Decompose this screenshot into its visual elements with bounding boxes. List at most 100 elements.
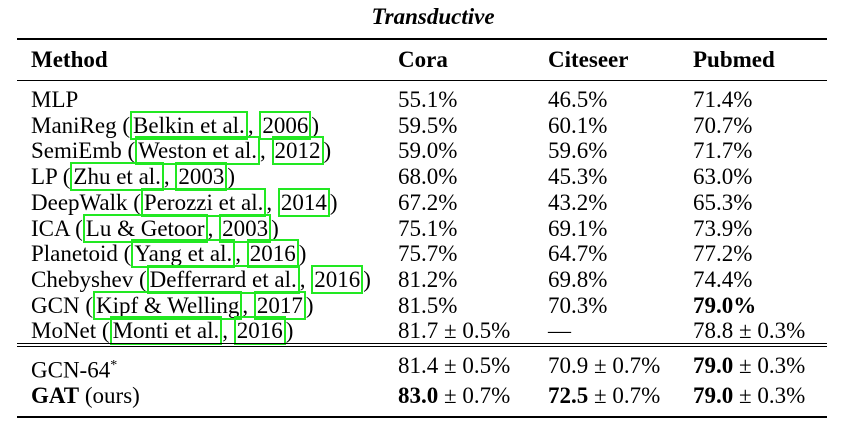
citeseer-value: 59.6% bbox=[548, 138, 608, 164]
pubmed-cell: 65.3% bbox=[693, 187, 752, 219]
table-caption: Transductive bbox=[371, 4, 495, 29]
cora-value: 81.2% bbox=[398, 266, 458, 292]
citeseer-cell: 46.5% bbox=[548, 84, 607, 116]
cora-std: 0.7% bbox=[462, 383, 511, 408]
citation-authors-link[interactable]: Belkin et al. bbox=[130, 110, 248, 140]
citeseer-cell: 60.1% bbox=[548, 110, 607, 142]
cora-cell: 59.0% bbox=[398, 135, 457, 167]
citeseer-cell: 69.1% bbox=[548, 213, 607, 245]
citeseer-cell: — bbox=[548, 315, 571, 347]
method-cell: Chebyshev (Defferrard et al., 2016) bbox=[31, 264, 371, 294]
citation-year-link[interactable]: 2003 bbox=[175, 162, 228, 192]
pubmed-value: 78.8 bbox=[693, 318, 734, 344]
cora-cell: 67.2% bbox=[398, 187, 457, 219]
cora-value: 83.0 bbox=[398, 383, 439, 408]
cora-value: 81.7 bbox=[398, 318, 439, 344]
section-rule-2 bbox=[17, 346, 827, 347]
citation-authors-link[interactable]: Zhu et al. bbox=[70, 162, 164, 192]
header-rule bbox=[17, 80, 827, 81]
pubmed-cell: 74.4% bbox=[693, 264, 752, 296]
cora-value: 59.0% bbox=[398, 138, 458, 164]
pubmed-cell: 78.8 ± 0.3% bbox=[693, 318, 806, 344]
citation-authors-link[interactable]: Lu & Getoor bbox=[82, 213, 208, 243]
citeseer-value: 70.9 bbox=[548, 353, 589, 378]
cora-cell: 81.4 ± 0.5% bbox=[398, 353, 511, 378]
table-row: ICA (Lu & Getoor, 2003) 75.1% 69.1% 73.9% bbox=[0, 213, 866, 245]
top-rule bbox=[17, 38, 827, 40]
method-cell: GCN-64* bbox=[31, 350, 117, 387]
method-cell: SemiEmb (Weston et al., 2012) bbox=[31, 136, 332, 166]
method-name: MLP bbox=[31, 87, 79, 112]
pubmed-std: 0.3% bbox=[757, 353, 806, 378]
citeseer-value: 64.7% bbox=[548, 241, 608, 267]
method-name: SemiEmb bbox=[31, 138, 122, 164]
pubmed-cell: 71.7% bbox=[693, 135, 752, 167]
method-footnote-mark: * bbox=[110, 358, 118, 373]
citeseer-cell: 70.9 ± 0.7% bbox=[548, 353, 661, 378]
citeseer-value: 43.2% bbox=[548, 189, 608, 215]
header-cora: Cora bbox=[398, 47, 448, 72]
pubmed-value: 71.7% bbox=[693, 138, 753, 164]
citation-year-link[interactable]: 2014 bbox=[277, 187, 330, 217]
method-suffix: (ours) bbox=[84, 383, 140, 408]
cora-cell: 81.5% bbox=[398, 290, 457, 322]
method-name: DeepWalk bbox=[31, 189, 128, 215]
citeseer-value: 69.8% bbox=[548, 266, 608, 292]
cora-cell: 83.0 ± 0.7% bbox=[398, 383, 511, 408]
pubmed-value: 77.2% bbox=[693, 241, 753, 267]
pubmed-value: 79.0% bbox=[693, 292, 757, 318]
cora-cell: 81.7 ± 0.5% bbox=[398, 318, 511, 344]
cora-std: 0.5% bbox=[462, 318, 511, 344]
cora-value: 81.5% bbox=[398, 292, 458, 318]
citation-authors-link[interactable]: Monti et al. bbox=[109, 316, 223, 346]
citation-authors-link[interactable]: Yang et al. bbox=[131, 239, 236, 269]
cora-value: 59.5% bbox=[398, 112, 458, 138]
citation-year-link[interactable]: 2016 bbox=[233, 316, 286, 346]
citeseer-value: 72.5 bbox=[548, 383, 589, 408]
method-cell: ICA (Lu & Getoor, 2003) bbox=[31, 213, 279, 243]
method-name: GCN bbox=[31, 292, 80, 318]
cora-cell: 55.1% bbox=[398, 84, 457, 116]
pubmed-value: 63.0% bbox=[693, 164, 753, 190]
citeseer-value: — bbox=[548, 318, 571, 344]
method-cell: MoNet (Monti et al., 2016) bbox=[31, 316, 294, 346]
citeseer-value: 70.3% bbox=[548, 292, 608, 318]
pubmed-cell: 79.0 ± 0.3% bbox=[693, 353, 806, 378]
header-method: Method bbox=[31, 47, 108, 72]
pubmed-cell: 63.0% bbox=[693, 161, 752, 193]
citation-authors-link[interactable]: Kipf & Welling bbox=[92, 290, 243, 320]
citation-authors-link[interactable]: Perozzi et al. bbox=[140, 187, 267, 217]
citation-year-link[interactable]: 2016 bbox=[246, 239, 299, 269]
citeseer-value: 46.5% bbox=[548, 87, 608, 112]
citeseer-cell: 72.5 ± 0.7% bbox=[548, 383, 661, 408]
cora-value: 67.2% bbox=[398, 189, 458, 215]
citeseer-cell: 59.6% bbox=[548, 135, 607, 167]
cora-cell: 81.2% bbox=[398, 264, 457, 296]
cora-cell: 68.0% bbox=[398, 161, 457, 193]
citation-year-link[interactable]: 2016 bbox=[311, 264, 364, 294]
citeseer-std: 0.7% bbox=[612, 353, 661, 378]
cora-value: 75.1% bbox=[398, 215, 458, 241]
pubmed-std: 0.3% bbox=[757, 383, 806, 408]
cora-value: 75.7% bbox=[398, 241, 458, 267]
method-name: Chebyshev bbox=[31, 266, 134, 292]
header-pubmed: Pubmed bbox=[693, 47, 775, 72]
citation-year-link[interactable]: 2003 bbox=[219, 213, 272, 243]
method-cell: MLP bbox=[31, 84, 78, 116]
citation-authors-link[interactable]: Weston et al. bbox=[135, 136, 261, 166]
pubmed-cell: 79.0% bbox=[693, 290, 756, 322]
method-name: ICA bbox=[31, 215, 70, 241]
citation-year-link[interactable]: 2006 bbox=[259, 110, 312, 140]
section-rule bbox=[17, 343, 827, 344]
pubmed-value: 71.4% bbox=[693, 87, 753, 112]
citeseer-cell: 43.2% bbox=[548, 187, 607, 219]
table-row: Planetoid (Yang et al., 2016) 75.7% 64.7% 7… bbox=[0, 238, 866, 270]
table-row: LP (Zhu et al., 2003) 68.0% 45.3% 63.0% bbox=[0, 161, 866, 193]
citation-year-link[interactable]: 2012 bbox=[271, 136, 324, 166]
cora-std: 0.5% bbox=[462, 353, 511, 378]
bottom-rule bbox=[17, 416, 827, 418]
citation-authors-link[interactable]: Defferrard et al. bbox=[146, 264, 300, 294]
citeseer-cell: 45.3% bbox=[548, 161, 607, 193]
citation-year-link[interactable]: 2017 bbox=[253, 290, 306, 320]
pubmed-cell: 73.9% bbox=[693, 213, 752, 245]
